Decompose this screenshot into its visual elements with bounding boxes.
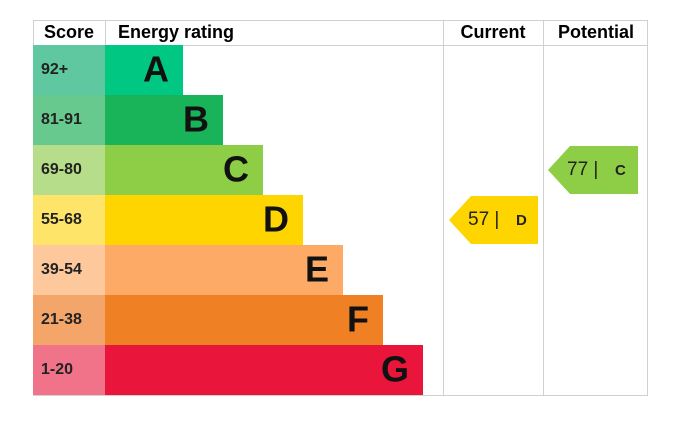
score-range: 39-54 — [41, 261, 82, 278]
score-cell — [33, 145, 105, 195]
score-range: 21-38 — [41, 311, 82, 328]
header-score: Score — [44, 22, 94, 42]
rating-bar — [105, 295, 383, 345]
rating-bar — [105, 195, 303, 245]
potential-score: 77 | — [567, 159, 598, 180]
band-letter: A — [143, 49, 169, 90]
rating-bar — [105, 145, 263, 195]
header-rating: Energy rating — [118, 22, 234, 42]
rating-bar — [105, 345, 423, 395]
score-range: 92+ — [41, 61, 68, 78]
score-cell — [33, 345, 105, 395]
current-score: 57 | — [468, 209, 499, 230]
rating-bar — [105, 45, 183, 95]
header-potential: Potential — [558, 22, 634, 42]
score-cell — [33, 245, 105, 295]
band-letter: E — [305, 249, 329, 290]
current-arrow — [449, 196, 538, 244]
band-letter: C — [223, 149, 249, 190]
score-cell — [33, 45, 105, 95]
current-band: D — [516, 212, 527, 229]
score-range: 81-91 — [41, 111, 82, 128]
potential-band: C — [615, 162, 626, 179]
band-letter: D — [263, 199, 289, 240]
score-cell — [33, 295, 105, 345]
score-cell — [33, 195, 105, 245]
score-cell — [33, 95, 105, 145]
rating-bar — [105, 245, 343, 295]
rating-bar — [105, 95, 223, 145]
potential-arrow — [548, 146, 638, 194]
band-letter: F — [347, 299, 369, 340]
score-range: 55-68 — [41, 211, 82, 228]
band-letter: G — [381, 349, 409, 390]
score-range: 69-80 — [41, 161, 82, 178]
band-letter: B — [183, 99, 209, 140]
header-current: Current — [460, 22, 525, 42]
score-range: 1-20 — [41, 361, 73, 378]
